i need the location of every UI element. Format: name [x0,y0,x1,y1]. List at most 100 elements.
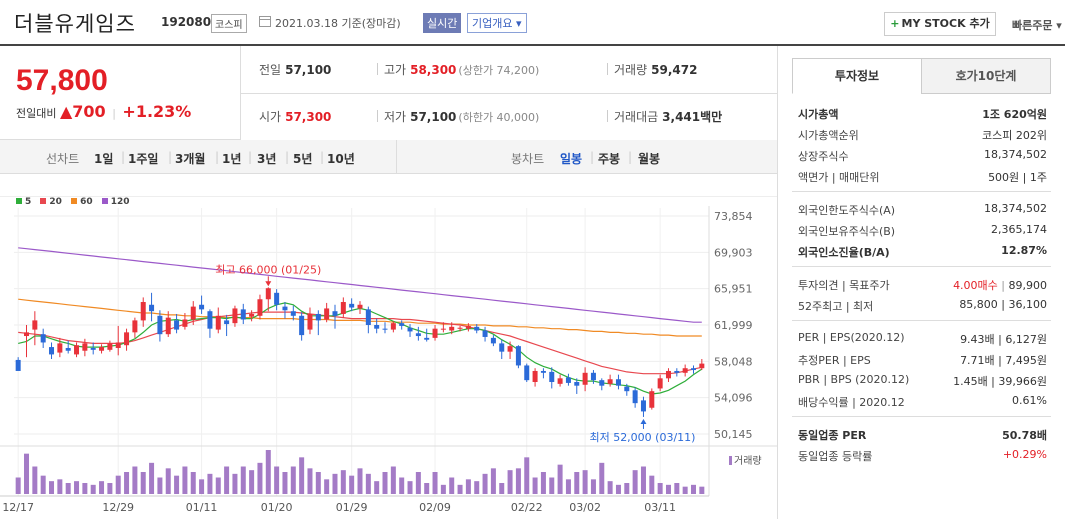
candle-body [474,326,480,331]
my-stock-add-button[interactable]: + MY STOCK 추가 [884,12,996,36]
info-row[interactable]: 동일업종 PER 50.78배 [798,429,1047,442]
tab-1y[interactable]: 1년 [222,152,242,166]
volume-bar [74,481,80,494]
tab-monthly[interactable]: 월봉 [638,152,661,166]
company-overview-dropdown[interactable]: 기업개요 ▾ [467,13,527,33]
info-row: 외국인보유주식수(B) 2,365,174 [798,223,1047,238]
x-tick-label: 02/22 [511,501,543,514]
candle-body [165,317,171,335]
header-divider [0,44,1065,46]
tab-weekly[interactable]: 주봉 [598,152,621,166]
candle-body [682,368,688,373]
volume-bar [290,466,296,494]
volume-bar [374,481,380,494]
volume-bar [624,483,630,494]
volume-bar [324,479,330,494]
candle-body [665,370,671,379]
volume-bar [57,479,63,494]
candle-body [490,337,496,344]
divider [792,320,1051,321]
candle-body [74,345,80,355]
candle-body [174,320,180,330]
volume-bar [157,477,163,494]
candle-body [599,380,605,386]
volume-bar [199,479,205,494]
volume-bar [457,484,463,494]
candle-body [390,323,396,330]
volume-legend-label: 거래량 [734,455,762,467]
volume-bar [532,477,538,494]
investment-info-panel: 투자정보 호가10단계 시가총액 1조 620억원 시가총액순위 코스피 202위 … [777,46,1065,519]
candle-body [324,308,330,320]
volume-bar [490,468,496,494]
info-row[interactable]: 시가총액순위 코스피 202위 [798,129,1047,142]
stock-name: 더블유게임즈 [14,12,136,36]
ma120-line [18,247,702,323]
x-tick-label: 01/20 [261,501,293,514]
volume-bar [399,477,405,494]
candle-body [332,311,338,316]
ma5-line [18,302,703,395]
candle-body [115,342,121,348]
candle-body [124,332,130,346]
trade-amount: 거래대금 3,441백만 [614,110,723,124]
ma20-label: 20 [49,197,62,207]
volume-bar [432,472,438,494]
calendar-icon [259,16,271,27]
volume-bar [440,484,446,494]
volume-bar [590,479,596,494]
low-price: 저가 57,100 (하한가 40,000) [384,110,540,124]
volume-bar [107,483,113,494]
tab-10y[interactable]: 10년 [327,152,355,166]
candle-body [640,400,646,412]
volume-bar [332,473,338,494]
tab-1w[interactable]: 1주일 [128,152,159,166]
candle-body [674,370,680,373]
candle-body [107,343,113,350]
info-row: PER | EPS(2020.12) 9.43배 | 6,127원 [798,331,1047,346]
volume-bar [115,475,121,494]
candle-body [440,328,446,330]
candle-body [32,320,38,330]
realtime-button[interactable]: 실시간 [423,13,462,33]
tab-1d[interactable]: 1일 [94,152,114,166]
volume-bar [99,481,105,494]
volume-bar [232,473,238,494]
volume-bar [449,477,455,494]
tab-investment-info[interactable]: 투자정보 [792,58,922,94]
quick-order-dropdown[interactable]: 빠른주문 ▾ [1012,19,1062,32]
price-change: 전일대비 ▲700 | +1.23% [16,102,191,121]
candle-body [199,304,205,310]
quote-summary: 전일 57,100 고가 58,300 (상한가 74,200) 거래량 59,472 … [240,46,777,140]
candle-body [557,378,563,384]
candle-body [215,315,221,330]
volume-bar [132,466,138,494]
tab-divider [396,140,397,174]
candle-body [565,377,571,383]
x-tick-label: 02/09 [419,501,451,514]
change-value: ▲700 [59,102,106,121]
current-price: 57,800 [16,64,108,97]
volume-bar [540,472,546,494]
candle-body [232,308,238,324]
change-percent: +1.23% [122,102,192,121]
tab-3m[interactable]: 3개월 [175,152,206,166]
candle-body [190,306,196,320]
stock-chart[interactable]: 73,854 69,903 65,951 61,999 58,048 54,096 50,1… [0,196,777,519]
y-tick-label: 69,903 [714,246,753,259]
volume-bar [382,472,388,494]
info-row: 외국인소진율(B/A) 12.87% [798,244,1047,259]
tab-3y[interactable]: 3년 [257,152,277,166]
info-row: 추정PER | EPS 7.71배 | 7,495원 [798,354,1047,367]
low-annotation: 최저 52,000 (03/11) [589,431,695,444]
volume-bar [549,477,555,494]
candle-body [482,330,488,337]
candle-body [582,372,588,385]
tab-5y[interactable]: 5년 [293,152,313,166]
volume-bar [349,475,355,494]
info-row[interactable]: 동일업종 등락률 +0.29% [798,448,1047,463]
candle-body [574,382,580,386]
tab-daily[interactable]: 일봉 [560,152,583,166]
volume-bar [415,472,421,494]
tab-ask-10[interactable]: 호가10단계 [921,58,1051,94]
